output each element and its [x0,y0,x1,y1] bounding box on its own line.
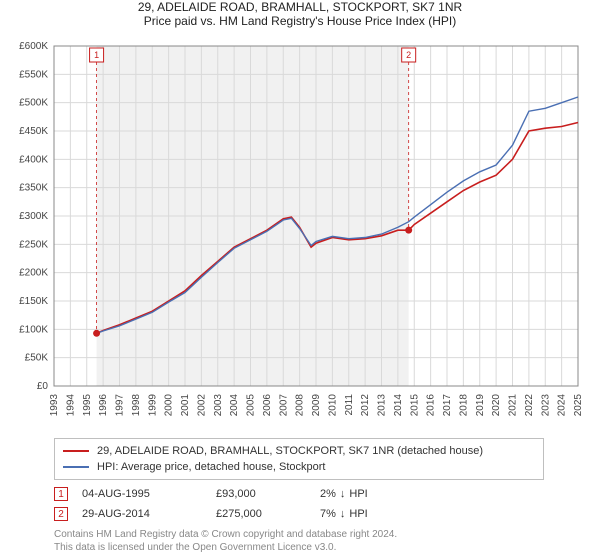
svg-text:1997: 1997 [115,394,126,417]
line-chart: £0 £50K £100K £150K £200K £250K £300K £350K £400… [0,32,600,432]
sales-list: 1 04-AUG-1995 £93,000 2%↓HPI 2 29-AUG-2014 £27… [54,484,544,524]
svg-text:2014: 2014 [393,394,404,417]
svg-text:2013: 2013 [377,394,388,417]
svg-text:2010: 2010 [327,394,338,417]
svg-text:2009: 2009 [311,394,322,417]
footer: Contains HM Land Registry data © Crown c… [54,528,570,554]
svg-text:2001: 2001 [180,394,191,417]
chart-area: £0 £50K £100K £150K £200K £250K £300K £350K £400… [0,32,600,432]
sale-diff: 7%↓HPI [320,508,410,520]
svg-text:2020: 2020 [491,394,502,417]
svg-text:£200K: £200K [19,268,48,279]
svg-text:£250K: £250K [19,239,48,250]
down-arrow-icon: ↓ [340,488,346,500]
svg-text:2003: 2003 [213,394,224,417]
svg-text:2019: 2019 [475,394,486,417]
svg-text:2006: 2006 [262,394,273,417]
svg-text:2021: 2021 [508,394,519,417]
svg-text:2025: 2025 [573,394,584,417]
svg-text:£550K: £550K [19,69,48,80]
legend-label: HPI: Average price, detached house, Stoc… [97,459,326,475]
svg-text:£500K: £500K [19,98,48,109]
svg-text:2012: 2012 [360,394,371,417]
svg-text:1996: 1996 [98,394,109,417]
sale-marker: 2 [54,507,68,521]
svg-text:2024: 2024 [557,394,568,417]
svg-text:£50K: £50K [25,353,49,364]
svg-text:2000: 2000 [164,394,175,417]
svg-text:2: 2 [406,50,411,60]
sale-row: 2 29-AUG-2014 £275,000 7%↓HPI [54,504,544,524]
svg-text:£0: £0 [37,381,49,392]
svg-text:2011: 2011 [344,394,355,416]
legend-swatch [63,466,89,468]
svg-text:2008: 2008 [295,394,306,417]
legend-swatch [63,450,89,452]
sale-date: 04-AUG-1995 [82,488,202,500]
svg-text:2007: 2007 [278,394,289,417]
svg-text:£400K: £400K [19,154,48,165]
svg-text:£150K: £150K [19,296,48,307]
svg-text:2002: 2002 [196,394,207,417]
chart-title: 29, ADELAIDE ROAD, BRAMHALL, STOCKPORT, … [0,0,600,14]
chart-subtitle: Price paid vs. HM Land Registry's House … [0,14,600,28]
legend: 29, ADELAIDE ROAD, BRAMHALL, STOCKPORT, … [54,438,544,480]
svg-text:2005: 2005 [246,394,257,417]
svg-text:£300K: £300K [19,211,48,222]
svg-text:1999: 1999 [147,394,158,417]
footer-line-2: This data is licensed under the Open Gov… [54,541,570,554]
svg-text:£600K: £600K [19,41,48,52]
svg-text:2023: 2023 [540,394,551,417]
svg-text:2017: 2017 [442,394,453,417]
sale-marker: 1 [54,487,68,501]
svg-text:2016: 2016 [426,394,437,417]
svg-text:2004: 2004 [229,394,240,417]
svg-text:2018: 2018 [458,394,469,417]
legend-row: 29, ADELAIDE ROAD, BRAMHALL, STOCKPORT, … [63,443,535,459]
svg-text:2015: 2015 [409,394,420,417]
svg-text:£100K: £100K [19,324,48,335]
sale-date: 29-AUG-2014 [82,508,202,520]
svg-text:1: 1 [94,50,99,60]
footer-line-1: Contains HM Land Registry data © Crown c… [54,528,570,541]
svg-text:1995: 1995 [82,394,93,417]
svg-text:1998: 1998 [131,394,142,417]
svg-text:1993: 1993 [49,394,60,417]
sale-price: £93,000 [216,488,306,500]
sale-diff: 2%↓HPI [320,488,410,500]
legend-row: HPI: Average price, detached house, Stoc… [63,459,535,475]
down-arrow-icon: ↓ [340,508,346,520]
sale-row: 1 04-AUG-1995 £93,000 2%↓HPI [54,484,544,504]
svg-text:£450K: £450K [19,126,48,137]
svg-text:2022: 2022 [524,394,535,417]
legend-label: 29, ADELAIDE ROAD, BRAMHALL, STOCKPORT, … [97,443,483,459]
svg-text:1994: 1994 [65,394,76,417]
svg-text:£350K: £350K [19,183,48,194]
sale-price: £275,000 [216,508,306,520]
